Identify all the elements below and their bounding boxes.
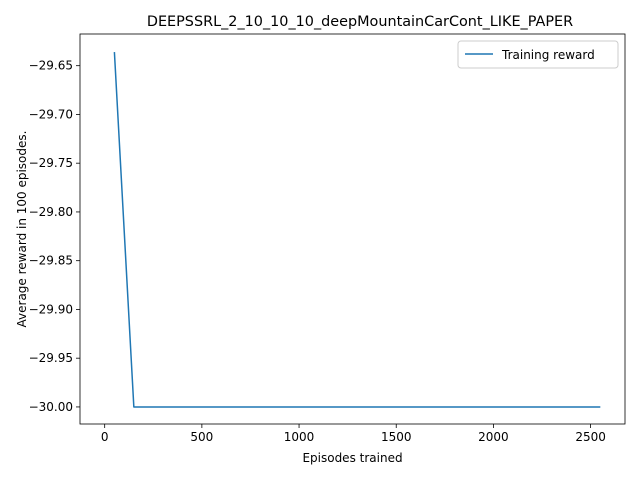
y-axis-label: Average reward in 100 episodes. [15, 131, 29, 328]
y-tick-label: −29.70 [29, 107, 73, 121]
data-point [192, 406, 193, 407]
data-point [230, 406, 231, 407]
data-point [405, 406, 406, 407]
legend: Training reward [457, 40, 619, 69]
y-tick-label: −29.65 [29, 59, 73, 73]
y-tick-label: −29.90 [29, 302, 73, 316]
data-point [464, 406, 465, 407]
data-point [114, 51, 115, 52]
data-point [425, 406, 426, 407]
data-point [250, 406, 251, 407]
data-point [366, 406, 367, 407]
data-point [172, 406, 173, 407]
data-point [522, 406, 523, 407]
y-tick-label: −29.75 [29, 156, 73, 170]
series-line-0 [113, 51, 601, 408]
data-point [541, 406, 542, 407]
data-point [269, 406, 270, 407]
data-point [308, 406, 309, 407]
y-tick-label: −29.85 [29, 254, 73, 268]
y-tick-label: −29.80 [29, 205, 73, 219]
data-point [580, 406, 581, 407]
x-tick-label: 1000 [284, 430, 315, 444]
data-point [328, 406, 329, 407]
legend-label: Training reward [501, 48, 595, 62]
y-tick-label: −29.95 [29, 351, 73, 365]
data-point [600, 406, 601, 407]
x-tick-label: 2000 [478, 430, 509, 444]
data-point [483, 406, 484, 407]
series-layer [113, 51, 601, 408]
legend-box [457, 40, 619, 69]
data-point [503, 406, 504, 407]
data-point [386, 406, 387, 407]
data-point [211, 406, 212, 407]
data-point [347, 406, 348, 407]
data-point [444, 406, 445, 407]
data-point [561, 406, 562, 407]
data-point [289, 406, 290, 407]
plot-area [80, 34, 625, 424]
plot-frame [79, 33, 626, 425]
chart-title: DEEPSSRL_2_10_10_10_deepMountainCarCont_… [147, 14, 573, 30]
y-axis: −29.65 −29.70 −29.75 −29.80 −29.85 −29.90 −29.… [29, 59, 80, 414]
data-point [153, 406, 154, 407]
x-tick-label: 1500 [381, 430, 412, 444]
x-axis: 0 500 1000 1500 2000 2500 [101, 424, 606, 444]
data-point [133, 406, 134, 407]
x-tick-label: 500 [190, 430, 213, 444]
x-tick-label: 2500 [575, 430, 606, 444]
x-axis-label: Episodes trained [302, 451, 402, 465]
x-tick-label: 0 [101, 430, 109, 444]
y-tick-label: −30.00 [29, 400, 73, 414]
